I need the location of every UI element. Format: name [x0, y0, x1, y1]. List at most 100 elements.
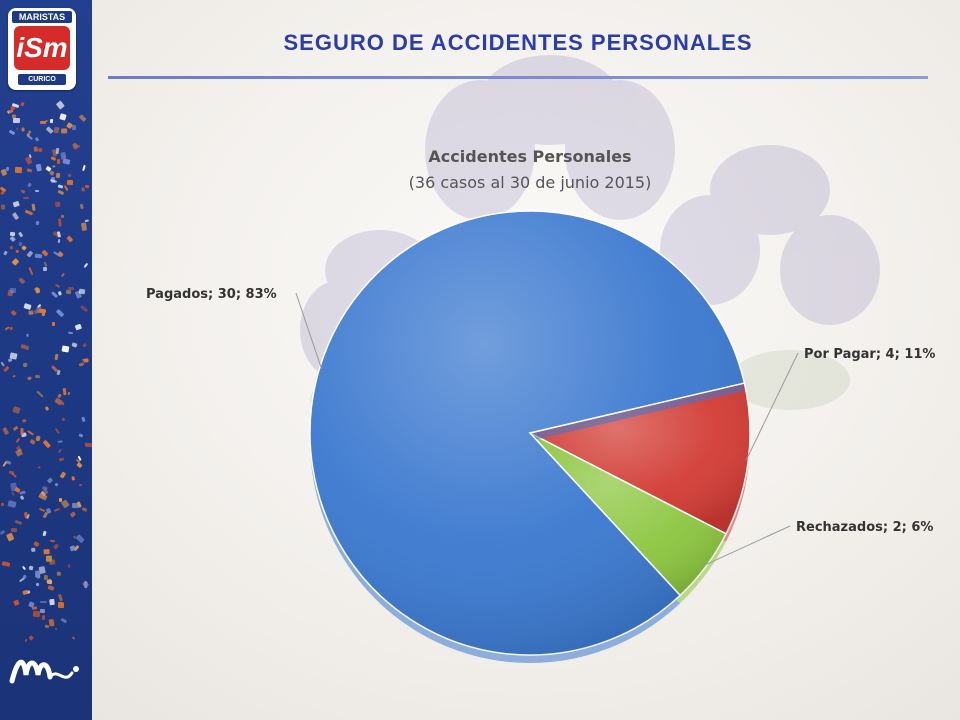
band-speckle [24, 638, 28, 643]
band-speckle [57, 230, 62, 238]
band-speckle [54, 427, 61, 435]
slice-labels: Por Pagar; 4; 11% Rechazados; 2; 6% Pagado… [146, 287, 935, 535]
band-speckle [35, 582, 40, 587]
band-speckle [57, 290, 62, 296]
band-speckle [67, 331, 74, 334]
band-speckle [33, 146, 39, 153]
band-speckle [61, 272, 66, 277]
band-speckle [58, 456, 65, 462]
band-speckle [35, 136, 41, 142]
band-speckle [56, 571, 61, 576]
band-speckle [26, 430, 35, 437]
band-speckle [35, 163, 43, 172]
band-speckle [9, 235, 17, 243]
band-speckle [7, 500, 16, 508]
band-speckle [22, 303, 31, 311]
band-speckle [39, 601, 48, 604]
band-speckle [66, 179, 73, 186]
band-speckle [9, 309, 17, 317]
band-speckle [58, 498, 63, 502]
band-speckle [54, 201, 61, 208]
band-speckle [0, 361, 5, 367]
band-speckle [42, 511, 48, 518]
band-speckle [25, 133, 33, 141]
band-speckle [22, 362, 28, 368]
band-speckle [60, 215, 65, 219]
band-speckle [44, 624, 50, 629]
band-speckle [31, 547, 37, 553]
band-speckle [55, 148, 60, 155]
leader-line-por-pagar [745, 352, 799, 461]
band-speckle [12, 599, 20, 606]
band-speckle [84, 442, 92, 448]
band-speckle [21, 126, 25, 132]
band-speckle [55, 283, 61, 289]
band-speckle [43, 439, 51, 448]
band-speckle [27, 634, 34, 641]
band-speckle [61, 128, 68, 134]
band-speckle [12, 426, 19, 432]
band-speckle [52, 543, 60, 550]
band-speckle [15, 449, 24, 458]
band-speckle [81, 416, 86, 423]
band-speckle [26, 168, 33, 173]
band-speckle [60, 618, 67, 624]
band-speckle [21, 245, 28, 252]
band-speckle [67, 564, 71, 569]
band-speckle [27, 375, 32, 380]
band-speckle [57, 189, 65, 195]
slice-label-por-pagar: Por Pagar; 4; 11% [804, 347, 935, 362]
band-speckle [16, 249, 20, 253]
band-speckle [3, 250, 9, 256]
band-speckle [0, 529, 6, 535]
band-speckle [50, 119, 54, 124]
band-speckle [19, 494, 25, 500]
band-speckle [25, 514, 30, 520]
band-speckle [81, 507, 87, 513]
band-speckle [82, 164, 87, 172]
band-speckle [11, 471, 18, 478]
band-speckle [9, 245, 14, 250]
page-title: SEGURO DE ACCIDENTES PERSONALES [283, 30, 753, 55]
band-speckle [31, 203, 36, 212]
band-speckle [71, 125, 77, 130]
band-speckle [51, 322, 55, 326]
left-decorative-band: MARISTAS iSm CURICO [0, 0, 92, 720]
band-speckle [14, 519, 22, 525]
band-speckle [79, 305, 89, 313]
logo-mark: iSm [14, 26, 70, 70]
band-speckle [66, 235, 74, 242]
band-speckle [78, 288, 86, 295]
band-speckle [37, 147, 43, 153]
pie-chart: Accidentes Personales (36 casos al 30 de… [146, 147, 935, 663]
slice-gloss-pagados [309, 211, 745, 655]
band-speckle [58, 601, 65, 608]
band-speckle [57, 440, 63, 444]
band-speckle [26, 250, 33, 257]
slice-gloss-rechazados [530, 433, 727, 596]
band-speckle [40, 609, 46, 613]
band-speckle [8, 130, 16, 136]
leader-lines [295, 292, 799, 566]
band-speckle [83, 580, 88, 589]
band-speckle [9, 326, 14, 331]
band-speckle [43, 261, 48, 268]
band-speckle [34, 189, 39, 193]
band-speckle [35, 435, 42, 442]
band-speckle [47, 585, 55, 591]
band-speckle [52, 164, 56, 168]
marist-signature-logo [9, 659, 79, 684]
band-speckle [20, 189, 26, 194]
band-speckle [83, 262, 89, 268]
pie-slices [309, 210, 751, 663]
band-speckle [13, 200, 21, 207]
band-speckle [43, 575, 48, 581]
band-speckle [57, 594, 64, 602]
band-speckle [1, 503, 4, 506]
band-speckle [81, 342, 87, 348]
band-speckle [54, 508, 61, 513]
band-speckle [35, 253, 43, 259]
band-speckle [50, 291, 58, 299]
band-speckle [18, 277, 27, 285]
band-speckle [48, 618, 55, 627]
